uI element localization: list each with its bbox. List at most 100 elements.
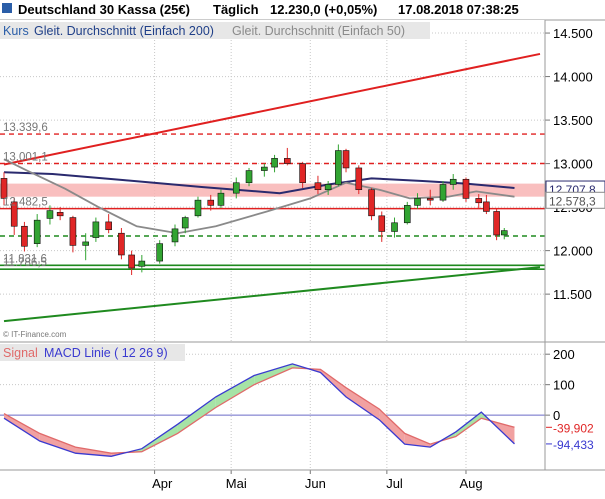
candle-up — [414, 198, 421, 206]
trendlines — [3, 52, 541, 323]
sma50-line — [3, 158, 515, 235]
sma200-line — [3, 171, 515, 195]
time-tick-label: Apr — [152, 476, 173, 491]
macd-legend-background — [0, 344, 185, 361]
candle-down — [342, 150, 350, 169]
candle-up — [391, 222, 398, 232]
candle-down — [475, 198, 483, 204]
candle-down — [355, 167, 363, 191]
candle-up — [500, 230, 508, 236]
level-12482-label: 12.482,5 — [3, 197, 48, 209]
price-panel: 13.339,6 13.001,1 12.482,5 11.831,611.786,5… — [0, 20, 605, 342]
macd-fill-down — [379, 409, 405, 445]
candle-up — [261, 166, 268, 171]
candle-down — [462, 178, 470, 199]
level-11831-label: 11.831,6 — [3, 253, 47, 265]
candle-down — [0, 178, 8, 199]
legend-signal: Signal — [3, 346, 38, 360]
instrument-square-icon — [2, 3, 12, 13]
level-labels: 13.339,6 13.001,1 12.482,5 11.831,611.786,5 — [3, 122, 48, 269]
candle-up — [335, 150, 342, 185]
price-tick-label: 11.500 — [553, 287, 592, 302]
price-tick-label: 14.500 — [553, 26, 593, 41]
candle-up — [82, 241, 89, 246]
candle-up — [33, 219, 41, 244]
candle-up — [403, 205, 411, 224]
instrument-title: Deutschland 30 Kassa (25€) — [18, 2, 190, 17]
macd-lines — [3, 363, 515, 457]
macd-right-label-signal: -39,902 — [553, 421, 594, 435]
macd-fill-down — [39, 433, 76, 454]
candle-up — [324, 184, 332, 191]
quote-datetime: 17.08.2018 07:38:25 — [398, 2, 519, 17]
macd-fill-up — [455, 412, 482, 437]
legend-background — [0, 22, 430, 39]
candle-down — [378, 215, 386, 232]
interval-label: Täglich — [213, 2, 259, 17]
macd-tick-label: 100 — [553, 378, 575, 393]
legend-kurs: Kurs — [3, 24, 29, 38]
price-tick-label: 14.000 — [553, 70, 593, 85]
candle-down — [368, 189, 375, 217]
resistance-trendline — [3, 52, 541, 166]
candle-down — [118, 232, 125, 256]
price-tick-label: 12.000 — [553, 244, 593, 259]
macd-tick-label: 0 — [553, 408, 560, 423]
candle-down — [314, 182, 322, 191]
moving-averages — [3, 158, 515, 235]
candle-down — [207, 199, 215, 206]
candle-down — [299, 163, 306, 184]
right-label-sma50: 12.578,3 — [549, 194, 596, 208]
macd-legend: Signal MACD Linie ( 12 26 9) — [0, 344, 185, 361]
macd-line — [3, 363, 515, 457]
candle-down — [426, 198, 434, 201]
candle-up — [181, 217, 189, 229]
macd-fill-down — [346, 387, 380, 420]
time-tick-label: Jun — [305, 476, 326, 491]
candle-up — [245, 170, 253, 184]
last-price: 12.230,0 (+0,05%) — [270, 2, 377, 17]
time-tick-label: Aug — [460, 476, 483, 491]
macd-right-labels: -39,902 -94,433 — [546, 421, 594, 452]
support-trendline — [3, 266, 541, 323]
candle-down — [56, 212, 64, 217]
time-tick-label: Mai — [226, 476, 247, 491]
candle-up — [449, 178, 457, 185]
candle-down — [69, 217, 77, 246]
macd-tick-label: 200 — [553, 347, 575, 362]
candle-down — [128, 254, 135, 269]
price-tick-label: 13.500 — [553, 113, 593, 128]
candle-up — [232, 182, 240, 194]
candle-up — [271, 158, 278, 168]
macd-fill-up — [215, 375, 255, 408]
legend-macd: MACD Linie ( 12 26 9) — [44, 346, 168, 360]
price-tick-label: 13.000 — [553, 157, 593, 172]
level-13001-label: 13.001,1 — [3, 151, 48, 163]
candle-up — [194, 199, 202, 217]
time-axis: Apr Mai Jun Jul Aug — [152, 470, 483, 491]
candle-up — [138, 260, 146, 267]
price-right-labels: 12.707,812.578,3 — [545, 180, 605, 209]
candle-down — [10, 201, 18, 227]
candle-up — [171, 228, 179, 243]
macd-right-label-macd: -94,433 — [553, 438, 594, 452]
macd-panel: 200 100 0 -39,902 -94,433 Signal MACD Linie… — [0, 344, 594, 470]
candle-up — [439, 184, 447, 201]
watermark: © IT-Finance.com — [3, 330, 67, 339]
candle-up — [46, 210, 54, 219]
level-11786-label: 11.786,5 — [3, 257, 47, 269]
candle-down — [21, 225, 28, 247]
macd-axis: 200 100 0 — [545, 347, 575, 423]
legend-sma50: Gleit. Durchschnitt (Einfach 50) — [232, 24, 405, 38]
candle-down — [493, 211, 500, 236]
level-13339-label: 13.339,6 — [3, 122, 48, 134]
candlesticks — [0, 144, 508, 275]
candle-down — [483, 201, 490, 212]
macd-fill-down — [4, 413, 40, 442]
candle-up — [92, 221, 100, 238]
macd-fill-up — [177, 396, 216, 434]
candle-down — [284, 158, 291, 164]
macd-fill-up — [254, 363, 293, 385]
